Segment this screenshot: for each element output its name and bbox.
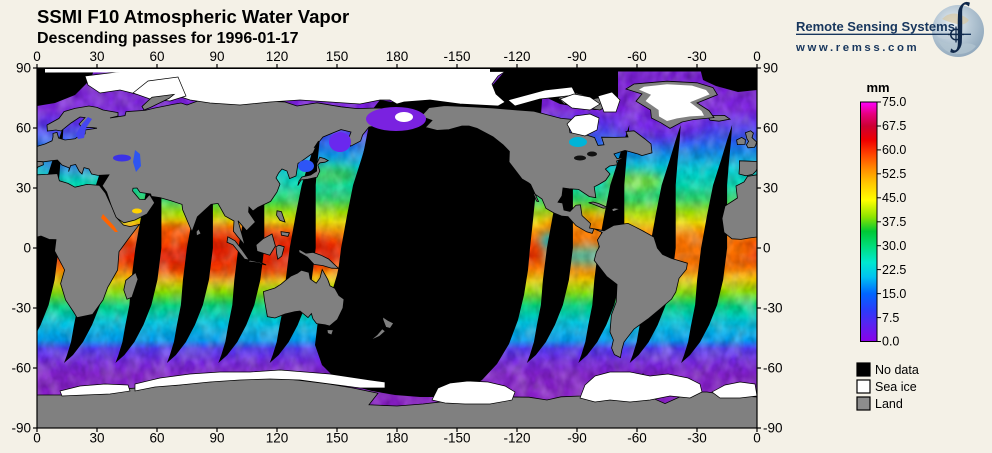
svg-text:-90: -90	[11, 421, 31, 436]
svg-text:180: 180	[386, 431, 409, 446]
svg-text:-60: -60	[627, 431, 647, 446]
svg-text:-60: -60	[11, 361, 31, 376]
svg-text:SSMI F10 Atmospheric Water Vap: SSMI F10 Atmospheric Water Vapor	[37, 6, 349, 27]
svg-text:60: 60	[149, 49, 164, 64]
svg-text:7.5: 7.5	[882, 311, 899, 325]
svg-text:60: 60	[149, 431, 164, 446]
svg-text:37.5: 37.5	[882, 215, 906, 229]
svg-text:0: 0	[753, 49, 761, 64]
svg-text:-120: -120	[503, 431, 530, 446]
svg-text:Sea ice: Sea ice	[875, 380, 917, 394]
svg-text:-90: -90	[567, 431, 587, 446]
svg-text:30.0: 30.0	[882, 239, 906, 253]
svg-text:90: 90	[209, 49, 224, 64]
svg-text:-30: -30	[763, 301, 783, 316]
svg-text:Descending passes for 1996-01-: Descending passes for 1996-01-17	[37, 30, 299, 47]
svg-text:-60: -60	[627, 49, 647, 64]
svg-text:150: 150	[326, 431, 349, 446]
svg-text:90: 90	[16, 61, 31, 76]
svg-text:No data: No data	[875, 363, 919, 377]
svg-text:120: 120	[266, 49, 289, 64]
svg-text:22.5: 22.5	[882, 263, 906, 277]
svg-text:90: 90	[209, 431, 224, 446]
svg-text:∫: ∫	[950, 0, 970, 53]
svg-text:180: 180	[386, 49, 409, 64]
svg-text:120: 120	[266, 431, 289, 446]
svg-text:-150: -150	[443, 431, 470, 446]
svg-text:-30: -30	[11, 301, 31, 316]
svg-text:60.0: 60.0	[882, 143, 906, 157]
svg-text:30: 30	[763, 181, 778, 196]
svg-text:www.remss.com: www.remss.com	[795, 42, 919, 54]
svg-text:0: 0	[753, 431, 761, 446]
svg-text:150: 150	[326, 49, 349, 64]
svg-text:mm: mm	[866, 80, 889, 95]
svg-text:60: 60	[763, 121, 778, 136]
svg-text:-90: -90	[763, 421, 783, 436]
svg-text:60: 60	[16, 121, 31, 136]
svg-text:52.5: 52.5	[882, 167, 906, 181]
svg-text:45.0: 45.0	[882, 191, 906, 205]
svg-text:0: 0	[23, 241, 31, 256]
svg-text:30: 30	[16, 181, 31, 196]
svg-text:0: 0	[763, 241, 771, 256]
svg-text:30: 30	[89, 431, 104, 446]
svg-text:-120: -120	[503, 49, 530, 64]
svg-text:75.0: 75.0	[882, 95, 906, 109]
svg-text:Remote Sensing Systems: Remote Sensing Systems	[796, 19, 955, 34]
svg-text:-60: -60	[763, 361, 783, 376]
svg-text:67.5: 67.5	[882, 119, 906, 133]
svg-text:0: 0	[33, 49, 41, 64]
svg-text:90: 90	[763, 61, 778, 76]
svg-text:-150: -150	[443, 49, 470, 64]
svg-text:0.0: 0.0	[882, 335, 899, 349]
svg-text:-30: -30	[687, 431, 707, 446]
svg-text:0: 0	[33, 431, 41, 446]
svg-text:-90: -90	[567, 49, 587, 64]
svg-text:30: 30	[89, 49, 104, 64]
svg-text:-30: -30	[687, 49, 707, 64]
svg-text:15.0: 15.0	[882, 287, 906, 301]
svg-text:Land: Land	[875, 397, 903, 411]
